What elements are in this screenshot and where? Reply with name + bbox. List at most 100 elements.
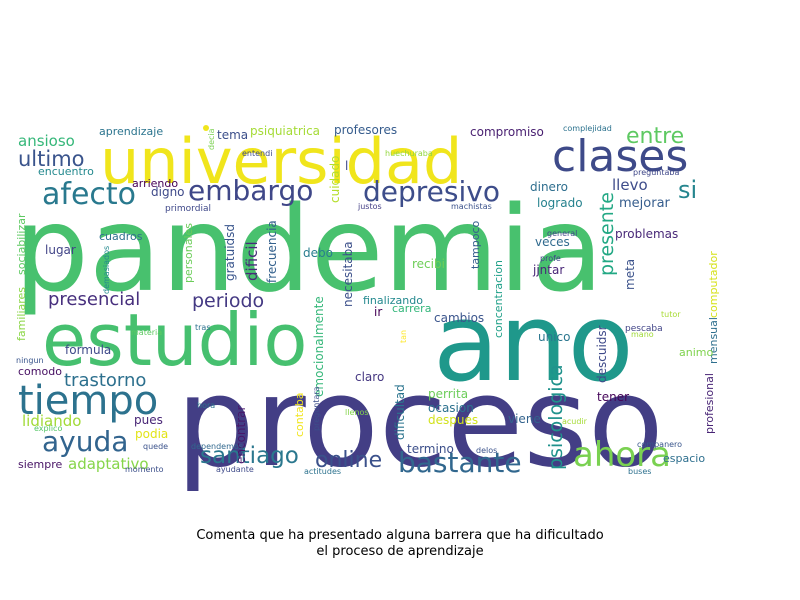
cloud-word: llenos: [345, 408, 369, 417]
cloud-word: ayuda: [42, 425, 128, 458]
cloud-word: lidiando: [22, 412, 81, 430]
cloud-word: preguntara: [312, 386, 321, 431]
cloud-word: buses: [628, 467, 651, 476]
cloud-word: despues: [428, 413, 478, 427]
cloud-word: profesional: [703, 373, 716, 434]
cloud-word: computador: [707, 251, 720, 318]
cloud-word: descuidsr: [595, 325, 609, 383]
cloud-word: dificil: [243, 241, 261, 281]
cloud-word: dificultad: [393, 384, 407, 440]
cloud-word: veces: [535, 235, 570, 249]
cloud-word: cuidado: [328, 156, 342, 203]
cloud-word: momento: [125, 465, 164, 474]
cloud-word: jjntar: [532, 263, 564, 277]
cloud-word: tema: [217, 128, 248, 142]
cloud-word: tampoco: [469, 220, 482, 269]
cloud-word: digno: [151, 185, 185, 199]
cloud-word: l: [345, 159, 348, 173]
cloud-word: ano: [433, 281, 634, 406]
cloud-word: profe: [540, 254, 561, 263]
cloud-word: recibi: [412, 257, 445, 271]
cloud-word: afecto: [42, 177, 136, 212]
cloud-word: tan: [399, 330, 408, 343]
cloud-word: compromiso: [470, 125, 544, 139]
cloud-word: periodo: [192, 290, 264, 312]
cloud-word: santiago: [200, 443, 299, 469]
cloud-word: primordial: [165, 204, 211, 214]
cloud-word: ocasion: [428, 401, 474, 415]
cloud-word: tener: [597, 390, 629, 404]
cloud-word: actitudes: [304, 467, 341, 476]
cloud-word: embargo: [188, 174, 313, 207]
cloud-word: sociabilizar: [15, 213, 28, 275]
cloud-word: familiares: [15, 287, 28, 341]
cloud-word: presente: [596, 192, 618, 276]
cloud-word: cambios: [434, 311, 484, 325]
chart-caption: Comenta que ha presentado alguna barrera…: [0, 528, 800, 560]
cloud-word: ansioso: [18, 132, 75, 150]
cloud-word: delos: [476, 446, 497, 455]
cloud-word: general: [547, 229, 577, 238]
cloud-word: llevo: [612, 176, 648, 194]
cloud-word: complejidad: [563, 124, 612, 133]
cloud-word: companero: [637, 440, 682, 449]
caption-line-2: el proceso de aprendizaje: [316, 544, 484, 559]
cloud-word: pescaba: [625, 324, 663, 334]
cloud-word: tiempo: [18, 378, 158, 424]
cloud-word: encuentro: [38, 165, 94, 178]
cloud-word: clases: [552, 131, 688, 182]
cloud-word: hora: [197, 401, 215, 410]
cloud-word: personales: [182, 223, 195, 283]
cloud-word: concentracion: [492, 260, 505, 338]
cloud-word: necesitaba: [341, 241, 355, 307]
cloud-word: meta: [623, 259, 637, 290]
cloud-word: lugar: [45, 243, 76, 257]
cloud-word: unico: [538, 330, 570, 344]
cloud-word: claro: [355, 370, 384, 384]
cloud-word: tutor: [661, 310, 681, 319]
cloud-word: problemas: [615, 227, 678, 241]
cloud-word: entendi: [242, 149, 272, 158]
cloud-word: ultimo: [18, 147, 85, 171]
cloud-word: dependemos: [191, 442, 243, 451]
cloud-word: profesores: [334, 123, 397, 137]
cloud-word: demasiados: [102, 246, 111, 294]
cloud-word: pandemia: [14, 180, 604, 318]
cloud-word: ahora: [573, 435, 671, 475]
cloud-word: tras: [195, 323, 211, 332]
cloud-word: frecuencia: [265, 220, 279, 283]
cloud-word: psiquiatrica: [250, 124, 320, 138]
cloud-word: adaptativo: [68, 455, 149, 473]
cloud-word: presencial: [48, 289, 140, 310]
cloud-word: cuadros: [99, 230, 143, 243]
cloud-word: justos: [357, 202, 382, 211]
cloud-word: arriendo: [132, 177, 178, 190]
cloud-word: mejorar: [619, 196, 671, 211]
cloud-word: machistas: [451, 202, 492, 211]
cloud-word: animo: [679, 346, 713, 359]
cloud-word: decia: [207, 128, 216, 150]
cloud-word: pues: [134, 413, 163, 427]
cloud-word: encontrar: [234, 405, 248, 464]
cloud-word: viene: [508, 412, 541, 426]
cloud-word: carrera: [392, 302, 431, 315]
cloud-word: universidad: [100, 125, 462, 198]
cloud-word: materia: [131, 328, 162, 337]
cloud-word: ayudante: [216, 465, 254, 474]
cloud-word: contaba: [293, 392, 306, 437]
cloud-word: acudir: [562, 417, 588, 426]
cloud-word: entre: [626, 124, 684, 149]
cloud-word: logrado: [537, 196, 583, 210]
cloud-word: si: [678, 176, 697, 204]
cloud-word: formula: [65, 343, 111, 357]
cloud-dot: [203, 125, 209, 131]
cloud-word: online: [315, 448, 382, 473]
cloud-word: huechuraba: [385, 149, 433, 158]
cloud-word: estudio: [42, 298, 307, 382]
cloud-word: depresivo: [363, 175, 500, 208]
cloud-word: debo: [303, 246, 333, 260]
cloud-word: preguntaba: [633, 168, 679, 177]
cloud-word: quede: [143, 442, 168, 451]
cloud-word: espacio: [663, 452, 705, 465]
